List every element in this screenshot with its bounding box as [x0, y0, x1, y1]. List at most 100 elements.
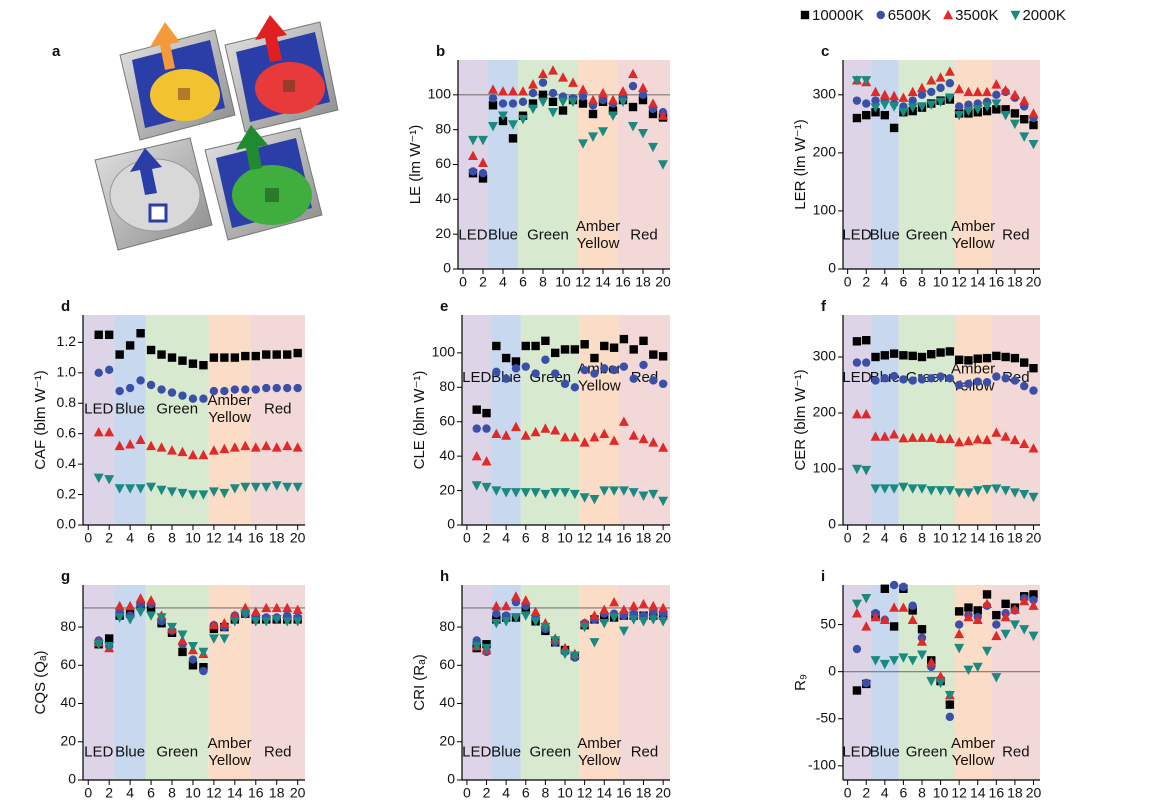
data-point — [250, 606, 261, 616]
data-point — [156, 485, 167, 496]
data-point — [1001, 599, 1010, 609]
data-point — [972, 614, 983, 625]
data-point — [1028, 631, 1039, 642]
data-point — [1029, 595, 1038, 605]
panel-letter: h — [440, 568, 449, 585]
data-point — [658, 496, 669, 507]
data-point — [880, 110, 890, 120]
x-tick-label: 10 — [185, 785, 201, 801]
legend-marker — [800, 10, 810, 20]
legend-marker — [876, 10, 885, 20]
data-point — [511, 357, 521, 366]
data-point — [879, 431, 890, 441]
y-tick-label: 100 — [432, 344, 456, 360]
region-label: Green — [529, 369, 571, 386]
data-point — [1029, 364, 1038, 373]
region-band — [898, 315, 955, 525]
data-point — [898, 92, 909, 102]
data-point — [498, 99, 508, 108]
data-point — [880, 351, 890, 360]
data-point — [852, 358, 862, 367]
region-band — [462, 315, 492, 525]
data-point — [648, 98, 658, 108]
y-tick-label: 60 — [60, 656, 76, 672]
data-point — [580, 340, 589, 349]
data-point — [1009, 89, 1020, 100]
x-tick-label: 8 — [541, 785, 549, 801]
data-point — [578, 84, 588, 94]
x-tick-label: 6 — [900, 274, 908, 290]
data-point — [560, 649, 571, 660]
data-point — [1028, 443, 1039, 453]
region-label: Yellow — [208, 409, 251, 426]
data-point — [568, 77, 578, 87]
data-point — [488, 84, 498, 94]
data-point — [861, 408, 872, 419]
data-point — [472, 405, 481, 414]
x-tick-label: 10 — [933, 785, 949, 801]
x-tick-label: 14 — [970, 274, 986, 290]
panel-letter: a — [52, 43, 61, 60]
data-point — [510, 488, 521, 498]
data-point — [501, 600, 512, 611]
data-point — [862, 336, 871, 345]
data-point — [538, 78, 548, 87]
data-point — [219, 443, 230, 454]
data-point — [579, 437, 590, 447]
region-label: Green — [906, 744, 948, 761]
data-point — [982, 484, 993, 495]
data-point — [471, 641, 482, 652]
x-tick-label: 16 — [989, 785, 1005, 801]
data-point — [177, 446, 188, 457]
data-point — [629, 374, 638, 383]
region-label: Green — [527, 227, 569, 244]
x-tick-label: 2 — [862, 785, 870, 801]
data-point — [501, 353, 511, 363]
data-point — [935, 678, 946, 689]
data-point — [991, 427, 1002, 437]
data-point — [629, 345, 638, 354]
data-point — [1019, 95, 1030, 105]
x-tick-label: 6 — [147, 785, 155, 801]
data-point — [219, 488, 230, 499]
data-point — [638, 95, 648, 105]
region-label: Red — [264, 400, 292, 417]
data-point — [963, 665, 974, 675]
data-point — [491, 600, 502, 611]
data-point — [608, 106, 618, 115]
x-tick-label: 0 — [84, 785, 92, 801]
data-point — [251, 351, 260, 361]
data-point — [889, 429, 900, 439]
data-point — [926, 432, 937, 442]
data-point — [177, 630, 188, 640]
x-tick-label: 14 — [596, 785, 612, 801]
region-label: Green — [529, 744, 571, 761]
data-point — [889, 90, 900, 101]
data-point — [580, 365, 589, 375]
data-point — [879, 659, 890, 670]
data-point — [468, 135, 478, 146]
data-point — [569, 489, 580, 500]
data-point — [609, 486, 620, 496]
data-point — [1028, 108, 1039, 118]
data-point — [609, 613, 620, 623]
data-point — [944, 433, 955, 443]
data-point — [240, 482, 251, 493]
data-point — [870, 656, 881, 666]
data-point — [125, 439, 136, 449]
data-point — [936, 372, 945, 381]
data-point — [1010, 376, 1020, 385]
data-point — [510, 421, 521, 432]
data-point — [220, 353, 229, 362]
data-point — [177, 488, 188, 499]
data-point — [926, 657, 937, 667]
data-point — [628, 430, 639, 440]
data-point — [114, 484, 125, 494]
data-point — [639, 360, 648, 370]
x-tick-label: 16 — [615, 274, 631, 290]
data-point — [870, 431, 881, 441]
data-point — [167, 622, 178, 633]
data-point — [648, 615, 659, 625]
data-point — [540, 423, 551, 433]
data-point — [936, 348, 945, 357]
